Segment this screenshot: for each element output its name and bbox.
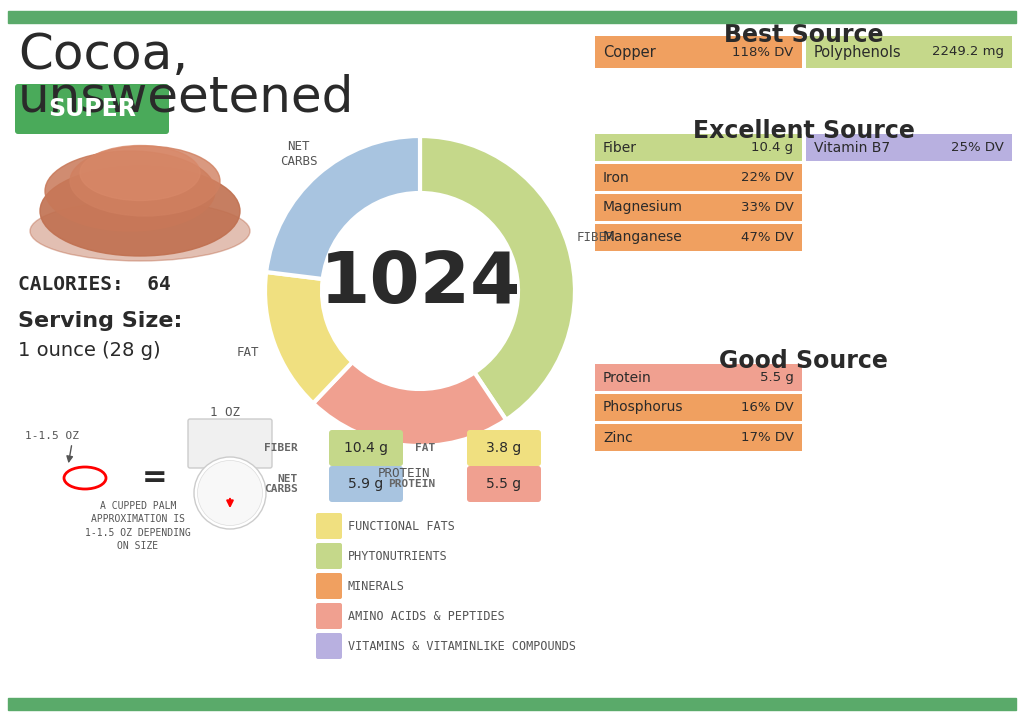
Text: Vitamin B7: Vitamin B7 [813, 141, 890, 154]
Text: MINERALS: MINERALS [348, 580, 406, 593]
Text: unsweetened: unsweetened [18, 73, 354, 121]
Text: AMINO ACIDS & PEPTIDES: AMINO ACIDS & PEPTIDES [348, 609, 505, 622]
Text: A CUPPED PALM
APPROXIMATION IS
1-1.5 OZ DEPENDING
ON SIZE: A CUPPED PALM APPROXIMATION IS 1-1.5 OZ … [85, 501, 190, 551]
Text: 47% DV: 47% DV [740, 231, 794, 244]
Text: 10.4 g: 10.4 g [752, 141, 794, 154]
Text: 10.4 g: 10.4 g [344, 441, 388, 455]
Text: FAT: FAT [415, 443, 435, 453]
Text: Cocoa,: Cocoa, [18, 31, 188, 79]
FancyBboxPatch shape [595, 36, 802, 68]
Text: FIBER: FIBER [577, 231, 613, 244]
Text: Serving Size:: Serving Size: [18, 311, 182, 331]
Bar [8, 11, 1016, 23]
Text: =: = [142, 464, 168, 492]
FancyBboxPatch shape [595, 164, 802, 191]
Text: Best Source: Best Source [724, 23, 884, 47]
FancyBboxPatch shape [595, 134, 802, 161]
Text: 1024: 1024 [319, 249, 520, 317]
Ellipse shape [198, 461, 262, 526]
FancyBboxPatch shape [329, 466, 403, 502]
Ellipse shape [70, 146, 220, 216]
Wedge shape [420, 136, 575, 420]
Text: 5.5 g: 5.5 g [760, 371, 794, 384]
Text: NET
CARBS: NET CARBS [280, 140, 317, 168]
Ellipse shape [45, 151, 215, 231]
Text: PROTEIN: PROTEIN [388, 479, 435, 489]
Wedge shape [313, 362, 506, 446]
FancyBboxPatch shape [595, 394, 802, 421]
Text: 16% DV: 16% DV [740, 401, 794, 414]
Text: 1 ounce (28 g): 1 ounce (28 g) [18, 342, 161, 360]
FancyBboxPatch shape [316, 543, 342, 569]
Text: FAT: FAT [237, 346, 259, 359]
Text: 1-1.5 OZ: 1-1.5 OZ [25, 431, 79, 441]
FancyBboxPatch shape [806, 134, 1012, 161]
Text: 1 OZ: 1 OZ [210, 406, 240, 419]
Text: Fiber: Fiber [603, 141, 637, 154]
Text: Copper: Copper [603, 45, 655, 60]
FancyBboxPatch shape [595, 224, 802, 251]
FancyBboxPatch shape [595, 364, 802, 391]
FancyBboxPatch shape [316, 633, 342, 659]
Text: SUPER: SUPER [48, 97, 136, 121]
Text: PROTEIN: PROTEIN [378, 466, 430, 479]
FancyBboxPatch shape [316, 603, 342, 629]
Ellipse shape [30, 201, 250, 261]
FancyBboxPatch shape [329, 430, 403, 466]
FancyBboxPatch shape [15, 84, 169, 134]
Text: Magnesium: Magnesium [603, 200, 683, 215]
Wedge shape [266, 136, 420, 279]
FancyBboxPatch shape [595, 194, 802, 221]
FancyBboxPatch shape [595, 424, 802, 451]
Text: 17% DV: 17% DV [740, 431, 794, 444]
Text: VITAMINS & VITAMINLIKE COMPOUNDS: VITAMINS & VITAMINLIKE COMPOUNDS [348, 640, 575, 653]
Text: 33% DV: 33% DV [740, 201, 794, 214]
Text: Good Source: Good Source [719, 349, 888, 373]
Text: 3.8 g: 3.8 g [486, 441, 521, 455]
Text: 22% DV: 22% DV [740, 171, 794, 184]
Text: Phosphorus: Phosphorus [603, 400, 683, 415]
Text: Polyphenols: Polyphenols [813, 45, 901, 60]
Text: PHYTONUTRIENTS: PHYTONUTRIENTS [348, 549, 447, 562]
Bar [8, 698, 1016, 710]
FancyBboxPatch shape [467, 466, 541, 502]
Text: 5.9 g: 5.9 g [348, 477, 384, 491]
Ellipse shape [40, 166, 240, 256]
FancyBboxPatch shape [806, 36, 1012, 68]
Text: Zinc: Zinc [603, 430, 633, 445]
Wedge shape [265, 272, 352, 403]
Text: Iron: Iron [603, 170, 630, 185]
FancyBboxPatch shape [316, 513, 342, 539]
Text: 25% DV: 25% DV [951, 141, 1004, 154]
Text: CALORIES:  64: CALORIES: 64 [18, 275, 171, 294]
Text: 5.5 g: 5.5 g [486, 477, 521, 491]
FancyBboxPatch shape [467, 430, 541, 466]
Ellipse shape [80, 146, 200, 200]
Text: FIBER: FIBER [264, 443, 298, 453]
Text: NET
CARBS: NET CARBS [264, 474, 298, 495]
Text: 118% DV: 118% DV [732, 45, 794, 58]
FancyBboxPatch shape [316, 573, 342, 599]
Text: Protein: Protein [603, 371, 651, 384]
Text: FUNCTIONAL FATS: FUNCTIONAL FATS [348, 520, 455, 533]
FancyBboxPatch shape [188, 419, 272, 468]
Text: Excellent Source: Excellent Source [692, 119, 914, 143]
Ellipse shape [194, 457, 266, 529]
Text: Manganese: Manganese [603, 231, 683, 244]
Text: 2249.2 mg: 2249.2 mg [932, 45, 1004, 58]
